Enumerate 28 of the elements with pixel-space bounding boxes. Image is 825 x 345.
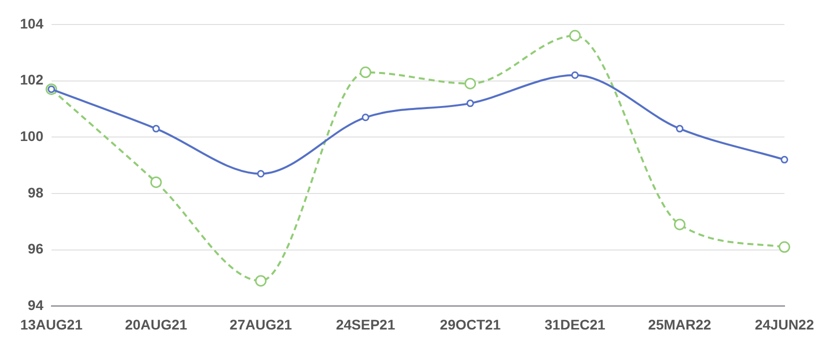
point — [152, 124, 160, 132]
y-tick-label: 98 — [28, 184, 44, 200]
point — [674, 218, 686, 230]
x-tick-label: 31DEC21 — [544, 316, 606, 332]
point — [362, 114, 370, 122]
point — [780, 156, 788, 164]
y-tick-label: 94 — [28, 297, 44, 314]
point — [464, 78, 476, 90]
x-tick-label: 27AUG21 — [230, 316, 292, 332]
y-tick-label: 102 — [20, 72, 44, 88]
point — [571, 71, 579, 79]
y-tick-label: 96 — [28, 240, 44, 257]
x-tick-label: 20AUG21 — [124, 316, 188, 332]
point — [360, 66, 372, 78]
x-tick-label: 24JUN22 — [754, 316, 814, 332]
point — [778, 241, 790, 253]
point — [257, 170, 265, 178]
x-tick-label: 29OCT21 — [440, 316, 501, 332]
point — [466, 100, 474, 108]
y-tick-label: 104 — [20, 15, 44, 32]
x-tick-label: 13AUG21 — [20, 316, 83, 332]
point — [569, 30, 581, 42]
point — [150, 176, 162, 188]
point — [255, 275, 267, 287]
point — [676, 124, 684, 132]
x-tick-label: 24SEP21 — [336, 316, 396, 332]
x-tick-label: 25MAR22 — [648, 316, 712, 332]
y-tick-label: 100 — [20, 128, 44, 144]
